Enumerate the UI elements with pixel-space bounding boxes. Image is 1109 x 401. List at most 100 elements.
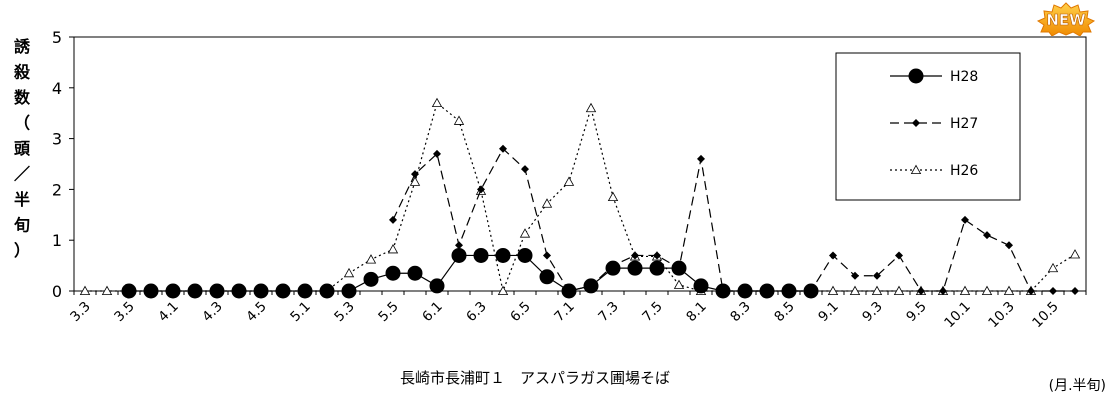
x-tick-label: 4.1 [155,299,182,326]
data-point [605,260,621,276]
x-tick-label: 7.1 [551,299,578,326]
y-axis-label-char: 頭 [14,139,31,158]
data-point [389,215,397,224]
y-axis-label-char: 旬 [13,216,30,235]
data-point [541,198,553,208]
data-point [803,283,819,299]
y-tick-label: 3 [52,130,62,149]
data-point [253,283,269,299]
data-point [983,231,991,240]
y-axis-label-char: 数 [14,88,31,107]
data-point [387,244,399,254]
data-point [517,247,533,263]
data-point [1071,287,1079,295]
y-tick-label: 4 [52,79,62,98]
x-tick-label: 9.1 [815,299,842,326]
x-tick-label: 9.3 [859,299,886,326]
data-point [653,251,661,260]
data-point [829,251,837,260]
data-point [908,68,924,84]
x-tick-label: 5.1 [287,299,314,326]
data-point [737,283,753,299]
legend-label: H28 [950,69,978,85]
data-point [497,285,509,296]
series-line [392,147,1075,292]
data-point [693,278,709,294]
data-point [519,228,531,238]
data-point [121,283,137,299]
data-point [453,115,465,125]
y-axis-label-char: 殺 [13,63,31,82]
data-point [917,287,925,295]
data-point [499,144,507,153]
data-point [409,176,421,186]
data-point [649,260,665,276]
data-point [561,283,577,299]
data-point [585,102,597,113]
data-point [165,283,181,299]
y-axis-label-char: ） [14,241,30,260]
data-point [759,283,775,299]
data-point [429,278,445,294]
x-tick-label: 10.3 [985,299,1018,332]
data-point [543,251,551,260]
x-tick-label: 4.3 [199,299,226,326]
data-point [910,164,922,175]
data-point [959,285,971,296]
data-point [431,97,443,108]
y-tick-label: 2 [52,180,62,199]
data-point [209,283,225,299]
data-point [961,215,969,224]
data-point [275,283,291,299]
data-point [451,247,467,263]
data-point [781,283,797,299]
y-axis-label-char: ／ [14,165,30,184]
data-point [871,285,883,296]
x-tick-label: 4.5 [243,299,270,326]
data-point [341,283,357,299]
data-point [411,170,419,179]
legend-item: H28 [890,68,978,85]
y-tick-label: 1 [52,231,62,250]
data-point [607,191,619,202]
data-point [673,279,685,289]
data-point [363,271,379,287]
badge-burst-icon [1036,2,1096,36]
x-tick-label: 7.3 [595,299,622,326]
data-point [407,265,423,281]
series-line [129,254,811,292]
x-tick-label: 10.1 [941,299,974,332]
series-H28 [121,247,819,299]
legend-label: H27 [950,116,978,132]
x-tick-label: 6.1 [419,299,446,326]
x-tick-label: 5.3 [331,299,358,326]
data-point [319,283,335,299]
data-point [827,285,839,296]
data-point [343,267,355,278]
data-point [101,285,113,296]
y-axis-ticks: 0 1 2 3 4 5 [52,28,74,301]
x-tick-label: 9.5 [903,299,930,326]
x-tick-label: 3.3 [67,299,94,326]
data-point [1005,241,1013,250]
data-point [583,278,599,294]
x-tick-label: 3.5 [111,299,138,326]
data-point [1047,262,1059,273]
data-point [627,260,643,276]
y-tick-label: 0 [52,282,62,301]
data-point [912,119,920,127]
data-point [893,285,905,296]
y-tick-label: 5 [52,28,62,47]
data-point [939,287,947,295]
data-point [1027,287,1035,295]
series-layer [79,97,1081,299]
legend: H28 H27 H26 [835,52,1021,201]
data-point [851,271,859,280]
data-point [1069,249,1081,259]
data-point [697,154,705,163]
x-tick-label: 8.3 [727,299,754,326]
legend-item: H27 [890,116,978,132]
data-point [981,285,993,296]
data-point [539,269,555,285]
